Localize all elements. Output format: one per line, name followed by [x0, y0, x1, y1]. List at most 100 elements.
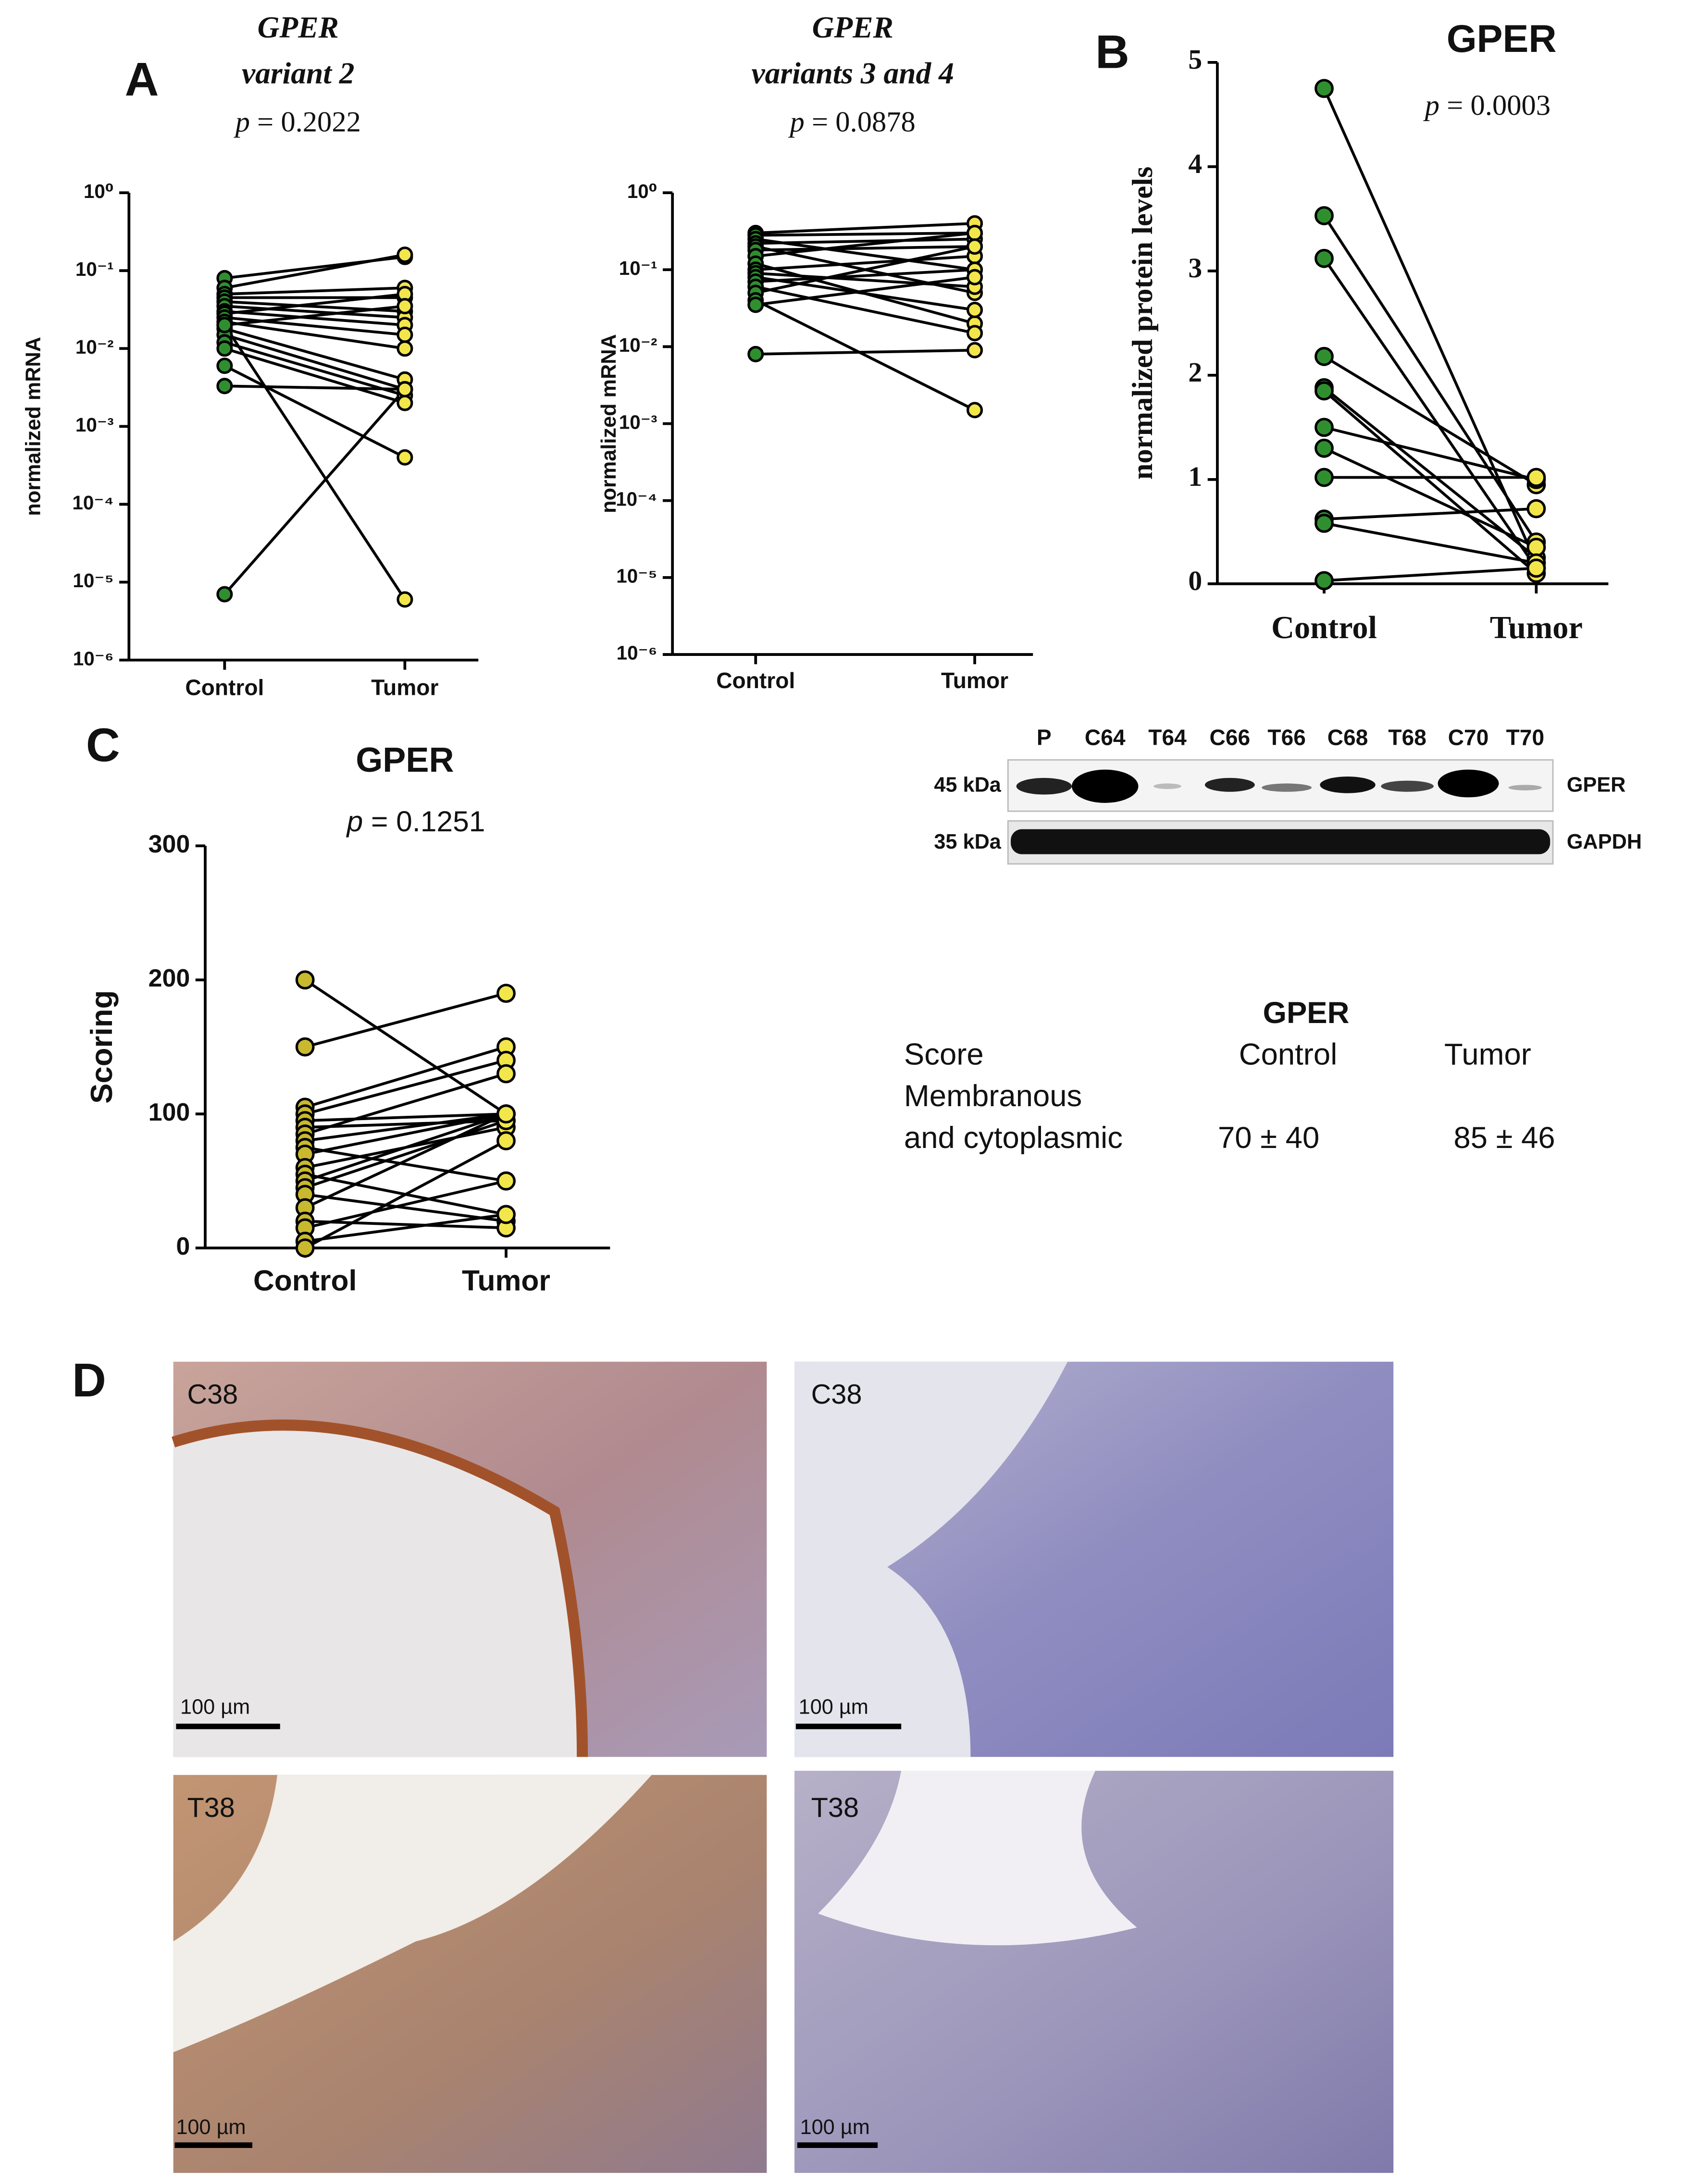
- protein-label: GAPDH: [1567, 830, 1642, 853]
- pair-line: [1323, 258, 1537, 569]
- pair-lines: [1323, 87, 1538, 582]
- x-tick-label: Tumor: [371, 675, 438, 700]
- pair-line: [224, 364, 406, 459]
- pair-line: [304, 992, 507, 1049]
- p-symbol: p: [234, 106, 250, 138]
- pair-line: [304, 1139, 507, 1249]
- y-axis-label: normalized mRNA: [597, 334, 620, 513]
- y-axis-label: normalized protein levels: [1127, 166, 1159, 480]
- y-tick-label: 10⁻⁶: [73, 647, 114, 669]
- y-tick-label: 1: [1188, 462, 1202, 492]
- western-blot: [1007, 759, 1554, 865]
- p-symbol: p: [788, 106, 805, 138]
- point: [1314, 571, 1334, 591]
- y-tick-label: 10⁰: [84, 180, 114, 202]
- pair-line: [756, 271, 975, 288]
- x-tick-label: Control: [716, 668, 795, 693]
- pair-line: [755, 275, 975, 311]
- pair-line: [224, 316, 405, 336]
- pair-line: [304, 1119, 507, 1189]
- pair-line: [305, 1220, 507, 1230]
- table-row-label: and cytoplasmic: [904, 1121, 1123, 1155]
- point: [967, 402, 983, 419]
- band: [1320, 777, 1376, 793]
- p-value: p = 0.0878: [788, 106, 916, 138]
- y-tick-label: 10⁻⁴: [72, 492, 113, 514]
- pair-line: [304, 978, 507, 1115]
- panel-letter: A: [125, 53, 159, 106]
- pair-line: [224, 293, 405, 315]
- x-tick-label: Tumor: [1490, 610, 1583, 645]
- pair-line: [304, 1112, 507, 1183]
- point: [496, 1205, 516, 1224]
- point: [295, 970, 315, 990]
- chart-subtitle: variants 3 and 4: [751, 56, 954, 90]
- point: [967, 301, 983, 319]
- point: [1314, 381, 1334, 401]
- pair-line: [756, 245, 975, 252]
- pair-line: [1324, 426, 1537, 481]
- point: [967, 325, 983, 342]
- pair-line: [1324, 522, 1537, 565]
- chart-subtitle: variant 2: [242, 56, 354, 90]
- micrograph-label: C38: [187, 1379, 238, 1410]
- size-label: 35 kDa: [934, 830, 1001, 853]
- pair-line: [224, 341, 406, 397]
- pair-line: [756, 255, 975, 271]
- point: [397, 298, 413, 315]
- lane-label: P: [1037, 725, 1052, 750]
- point: [1314, 514, 1334, 533]
- y-tick-label: 0: [1188, 566, 1202, 596]
- chart: 0 100 200 300 Control Tumor Scoring GPER p = 0.1…: [85, 741, 610, 1296]
- y-axis-label: normalized mRNA: [22, 337, 45, 516]
- pair-line: [224, 320, 405, 350]
- lane-label: C70: [1448, 725, 1489, 750]
- chart-title: GPER: [1447, 17, 1557, 61]
- point: [496, 1171, 516, 1191]
- y-tick-label: 100: [149, 1098, 190, 1126]
- point: [747, 296, 764, 313]
- pair-line: [1324, 507, 1537, 521]
- protein-label: GPER: [1567, 774, 1626, 797]
- p-value: p = 0.1251: [346, 805, 485, 838]
- band: [1262, 783, 1312, 792]
- pair-line: [305, 1112, 507, 1156]
- pair-line: [756, 268, 975, 283]
- pair-line: [755, 299, 976, 411]
- table-cell: 85 ± 46: [1453, 1121, 1555, 1155]
- point: [1526, 499, 1546, 518]
- pair-lines: [304, 978, 507, 1249]
- band: [1016, 777, 1072, 795]
- point: [496, 1064, 516, 1084]
- table-title: GPER: [1263, 996, 1350, 1030]
- y-tick-label: 3: [1188, 253, 1202, 284]
- point: [967, 238, 983, 255]
- p-number: = 0.1251: [363, 805, 485, 838]
- lane-label: T66: [1267, 725, 1306, 750]
- point: [397, 381, 413, 398]
- band: [1438, 769, 1499, 798]
- chart-title: GPER: [812, 10, 893, 44]
- y-tick-label: 10⁻⁵: [73, 569, 113, 592]
- pair-line: [756, 348, 975, 356]
- pair-line: [755, 285, 975, 335]
- panel-letter: B: [1095, 25, 1129, 78]
- band: [1011, 829, 1550, 854]
- pair-line: [305, 1213, 507, 1243]
- chart-title: GPER: [356, 741, 454, 779]
- pair-line: [755, 237, 975, 271]
- point: [216, 378, 233, 395]
- p-number: = 0.0878: [805, 106, 916, 138]
- pair-line: [756, 231, 975, 237]
- point: [397, 340, 413, 357]
- y-tick-label: 10⁻⁶: [617, 642, 657, 664]
- point: [1314, 79, 1334, 99]
- y-tick-label: 200: [149, 964, 190, 992]
- size-label: 45 kDa: [934, 774, 1001, 797]
- point: [496, 984, 516, 1003]
- pair-points: [216, 247, 413, 608]
- pair-line: [224, 384, 405, 391]
- x-tick-label: Control: [253, 1264, 357, 1296]
- lane-label: C64: [1085, 725, 1126, 750]
- lumen: [794, 1361, 1068, 1757]
